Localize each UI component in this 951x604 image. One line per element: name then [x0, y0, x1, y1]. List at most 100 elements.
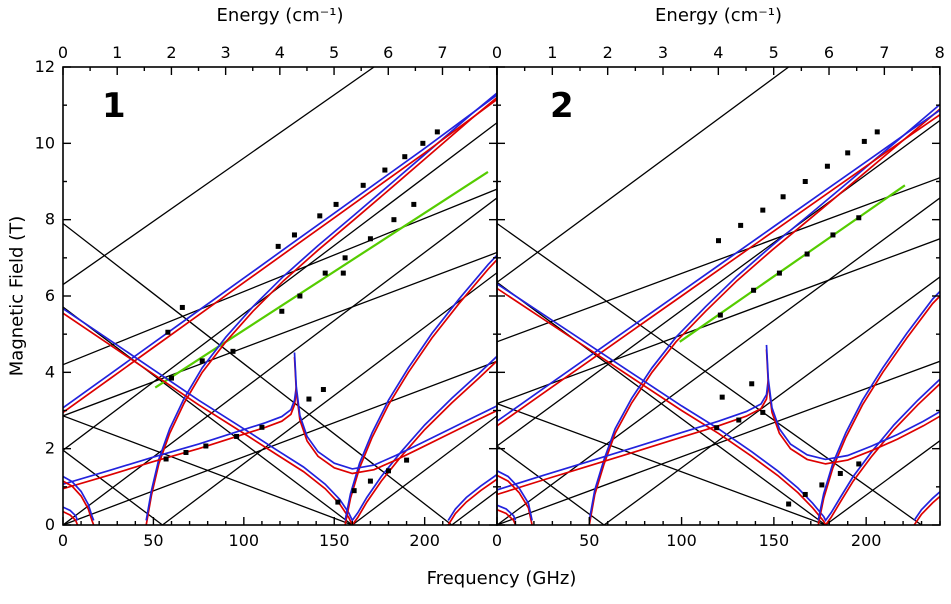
red-simulation-curve — [293, 357, 497, 475]
data-point — [874, 129, 880, 135]
tick-label: 150 — [319, 531, 350, 550]
data-point — [320, 387, 326, 393]
resonance-line — [603, 276, 940, 525]
data-point — [411, 201, 417, 207]
data-point — [402, 154, 408, 160]
data-point — [434, 129, 440, 135]
data-point — [804, 251, 810, 257]
tick-label: 3 — [658, 43, 668, 62]
data-point — [367, 478, 373, 484]
data-point — [420, 140, 426, 146]
blue-simulation-curve — [497, 470, 533, 521]
data-point — [760, 207, 766, 213]
resonance-line — [63, 415, 353, 525]
tick-label: 5 — [329, 43, 339, 62]
tick-label: 50 — [143, 531, 163, 550]
data-point — [738, 222, 744, 228]
data-point — [183, 449, 189, 455]
tick-label: 10 — [35, 133, 55, 152]
blue-simulation-curve — [63, 307, 497, 523]
red-simulation-curve — [344, 259, 497, 525]
resonance-line — [451, 490, 497, 525]
data-point — [819, 482, 825, 488]
tick-label: 12 — [35, 57, 55, 76]
tick-label: 2 — [603, 43, 613, 62]
top-axis-label-panel1: Energy (cm⁻¹) — [216, 5, 344, 26]
data-point — [322, 270, 328, 276]
resonance-line — [63, 122, 497, 451]
tick-label: 2 — [45, 439, 55, 458]
tick-label: 1 — [112, 43, 122, 62]
resonance-line — [497, 238, 940, 405]
data-point — [234, 433, 240, 439]
data-point — [404, 457, 410, 463]
resonance-line — [63, 251, 497, 417]
resonance-line — [497, 445, 605, 525]
data-point — [163, 456, 169, 462]
blue-simulation-curve — [765, 344, 940, 461]
resonance-line — [497, 67, 790, 283]
blue-simulation-curve — [497, 379, 770, 491]
resonance-line — [351, 415, 497, 525]
data-point — [861, 138, 867, 144]
tick-label: 0 — [492, 531, 502, 550]
panel-2-frame — [496, 66, 941, 526]
resonance-line — [497, 360, 940, 525]
data-point — [199, 358, 205, 364]
data-point — [780, 194, 786, 200]
red-simulation-curve — [497, 114, 940, 427]
data-point — [776, 270, 782, 276]
resonance-line — [63, 360, 497, 525]
data-point — [340, 270, 346, 276]
resonance-line — [497, 403, 826, 525]
resonance-line — [497, 281, 826, 525]
data-point — [786, 501, 792, 507]
tick-label: 2 — [166, 43, 176, 62]
data-point — [751, 287, 757, 293]
data-point — [749, 381, 755, 387]
data-point-markers — [163, 129, 440, 505]
data-point — [382, 167, 388, 173]
data-point — [279, 308, 285, 314]
tick-label: 4 — [275, 43, 285, 62]
blue-simulation-curve — [344, 254, 497, 521]
tick-label: 4 — [713, 43, 723, 62]
data-point — [230, 348, 236, 354]
red-simulation-curve — [913, 495, 940, 525]
tick-label: 8 — [935, 43, 945, 62]
data-point — [802, 179, 808, 184]
data-point — [259, 424, 265, 430]
resonance-line — [497, 197, 940, 525]
resonance-line — [497, 119, 940, 447]
resonance-line — [63, 188, 497, 366]
data-point — [856, 461, 862, 467]
data-point — [306, 396, 312, 402]
blue-simulation-curve — [63, 94, 497, 409]
tick-label: 7 — [437, 43, 447, 62]
tick-label: 3 — [221, 43, 231, 62]
data-point — [386, 468, 391, 474]
resonance-line — [162, 272, 497, 525]
red-simulation-curve — [63, 510, 79, 525]
data-point — [165, 329, 171, 335]
panel-1-number: 1 — [102, 86, 126, 126]
panel-2-number: 2 — [550, 86, 574, 126]
tick-label: 0 — [492, 43, 502, 62]
data-point — [717, 312, 723, 318]
tick-label: 0 — [45, 515, 55, 534]
tick-label: 8 — [45, 210, 55, 229]
blue-simulation-curve — [293, 352, 497, 470]
red-simulation-curve — [497, 287, 940, 525]
tick-label: 200 — [409, 531, 440, 550]
tick-label: 200 — [851, 531, 882, 550]
resonance-line — [63, 67, 375, 286]
data-point — [837, 470, 843, 476]
blue-simulation-curve — [145, 92, 497, 521]
data-point — [830, 232, 836, 238]
data-point — [275, 243, 281, 249]
black-resonance-lines — [497, 67, 940, 525]
data-point — [736, 417, 742, 423]
blue-simulation-curve — [817, 290, 940, 521]
data-point — [856, 215, 862, 221]
green-fit-line — [679, 184, 906, 343]
